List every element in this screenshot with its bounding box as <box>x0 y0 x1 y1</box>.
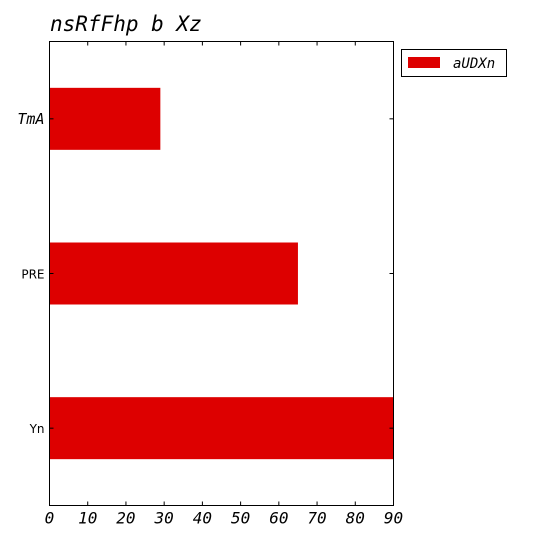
bar-pre <box>49 242 298 305</box>
bar-tma <box>49 87 161 150</box>
x-tick-label: 50 <box>231 509 250 528</box>
x-tick-label: 40 <box>193 509 212 528</box>
y-tick-label: TmA <box>17 110 44 128</box>
x-tick-label: 0 <box>45 509 55 528</box>
x-tick-label: 30 <box>154 509 174 528</box>
x-tick-label: 10 <box>78 509 97 528</box>
bars-layer <box>49 87 394 460</box>
x-tick-label: 20 <box>116 509 135 528</box>
bar-yn <box>49 397 394 460</box>
ticks-layer: TmA PRE Yn 0 10 20 30 40 50 60 70 80 90 <box>17 41 403 528</box>
legend-label: aUDXn <box>453 56 495 72</box>
y-tick-label: PRE <box>21 268 44 282</box>
legend: aUDXn <box>401 49 507 77</box>
legend-swatch <box>408 57 440 68</box>
x-tick-label: 60 <box>269 509 288 528</box>
y-tick-label: Yn <box>29 422 45 436</box>
x-tick-label: 90 <box>384 509 403 528</box>
x-tick-label: 80 <box>346 509 365 528</box>
x-tick-label: 70 <box>307 509 326 528</box>
chart-title: nsRfFhp b Xz <box>50 12 202 36</box>
